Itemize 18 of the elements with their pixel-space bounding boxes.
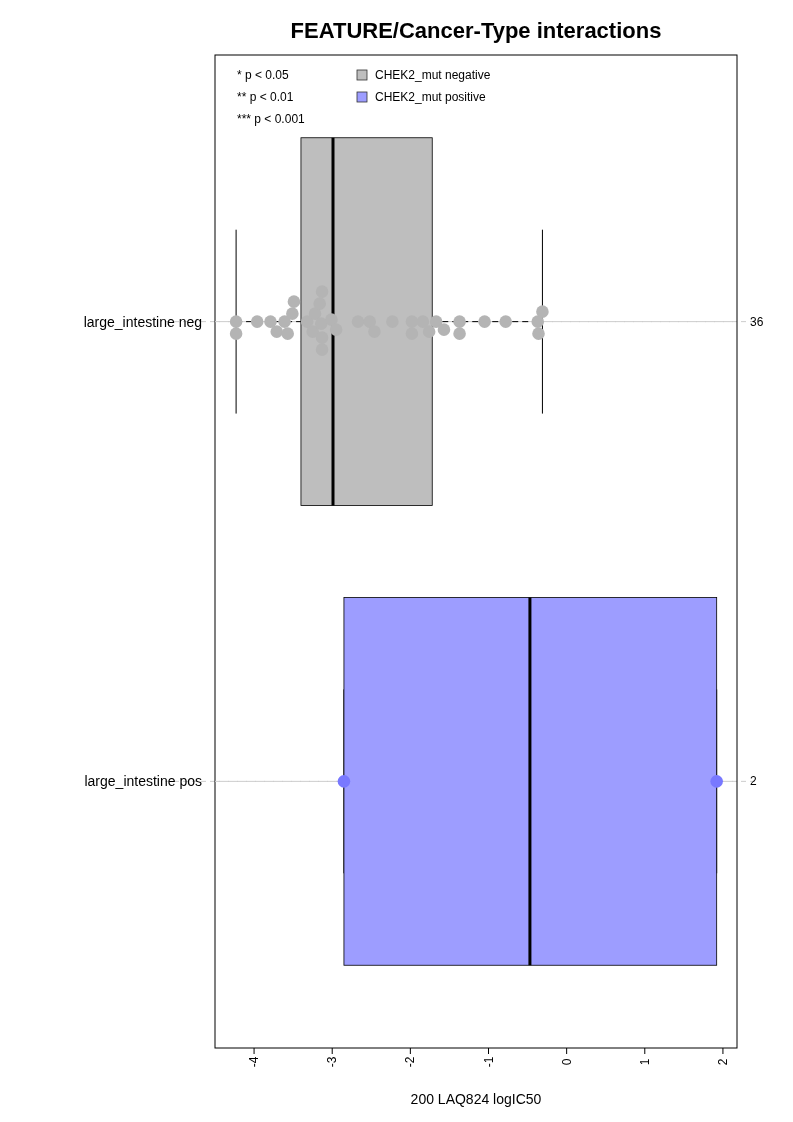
chart-title: FEATURE/Cancer-Type interactions bbox=[290, 18, 662, 43]
y-tick-label: large_intestine pos bbox=[84, 773, 202, 790]
y-tick-label: large_intestine neg bbox=[83, 313, 202, 330]
x-tick-label: -2 bbox=[403, 1056, 418, 1068]
legend-label: CHEK2_mut positive bbox=[375, 90, 487, 104]
x-tick-label: -3 bbox=[325, 1056, 340, 1068]
annotation: * p < 0.05 bbox=[237, 68, 290, 82]
x-tick-label: 2 bbox=[715, 1058, 730, 1066]
text: 2 bbox=[750, 774, 757, 789]
x-axis-title: 200 LAQ824 logIC50 bbox=[410, 1091, 542, 1107]
x-tick-label: -4 bbox=[247, 1056, 262, 1068]
x-tick-label: -1 bbox=[481, 1056, 496, 1068]
legend-label: CHEK2_mut negative bbox=[375, 68, 491, 82]
x-tick-label: 0 bbox=[559, 1058, 574, 1066]
annotation: ** p < 0.01 bbox=[237, 90, 294, 104]
text: 36 bbox=[750, 314, 764, 329]
x-tick-label: 1 bbox=[637, 1058, 652, 1066]
annotation: *** p < 0.001 bbox=[237, 112, 306, 126]
